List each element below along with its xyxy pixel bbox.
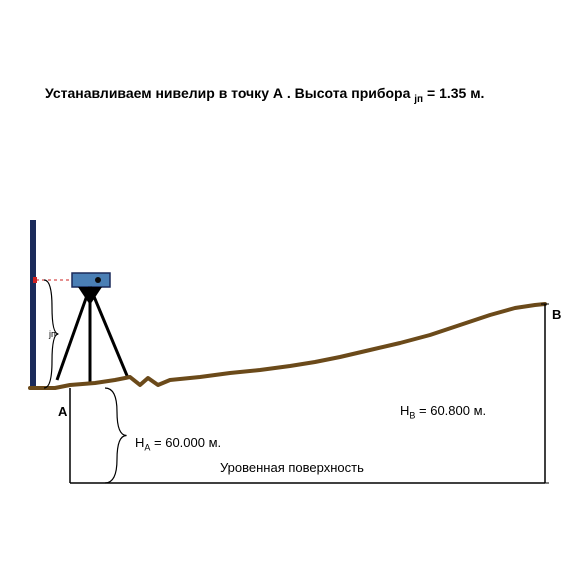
label-level-surface: Уровенная поверхность <box>220 460 364 475</box>
label-A: А <box>58 404 67 419</box>
diagram-canvas <box>0 0 567 567</box>
label-jn: jп <box>49 325 56 339</box>
label-HB: НВ = 60.800 м. <box>400 403 486 421</box>
label-HA: НА = 60.000 м. <box>135 435 221 453</box>
label-B: В <box>552 307 561 322</box>
